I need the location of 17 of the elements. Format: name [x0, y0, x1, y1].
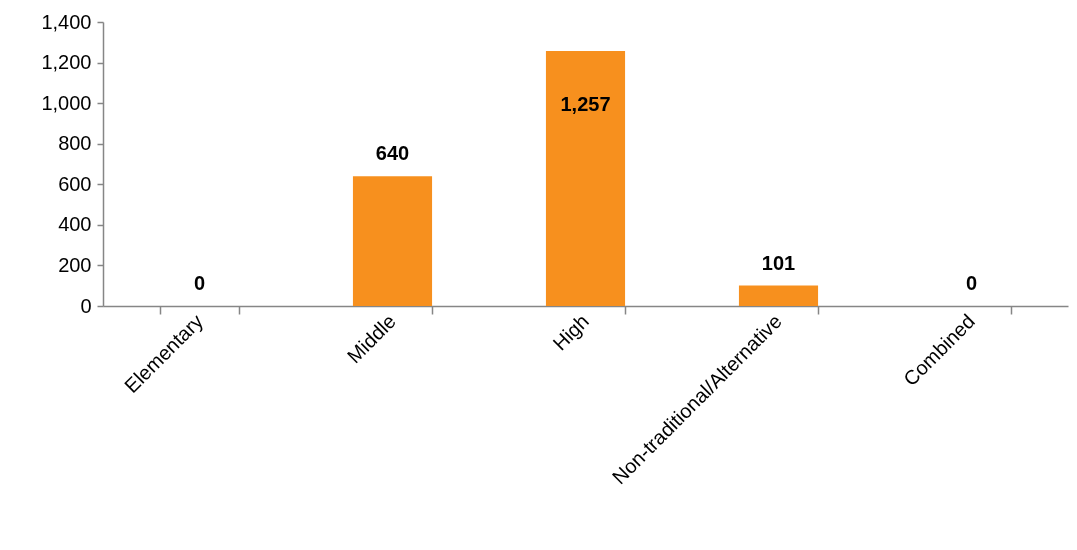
y-tick-label: 0	[80, 294, 92, 317]
y-tick-label: 600	[58, 172, 92, 195]
data-label: 0	[965, 272, 978, 294]
bar	[545, 51, 626, 306]
y-tick-label: 800	[58, 132, 92, 155]
bar	[352, 176, 433, 306]
x-tick-label: High	[548, 310, 594, 355]
y-tick-label: 200	[58, 253, 92, 276]
data-label: 640	[375, 142, 410, 165]
data-label: 0	[193, 272, 206, 294]
y-tick-label: 1,200	[41, 51, 92, 74]
y-tick-label: 400	[58, 213, 92, 236]
y-tick-label: 1,000	[41, 91, 92, 114]
data-label: 1,257	[560, 93, 611, 116]
y-tick-label: 1,400	[41, 10, 92, 33]
data-label: 101	[761, 251, 796, 274]
bar	[738, 285, 819, 306]
